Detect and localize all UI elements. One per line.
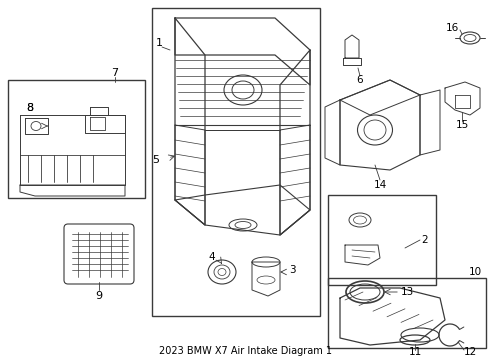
Text: 2023 BMW X7 Air Intake Diagram 1: 2023 BMW X7 Air Intake Diagram 1 [158, 346, 332, 356]
Text: 8: 8 [26, 103, 33, 113]
Text: 11: 11 [408, 347, 421, 357]
Text: 8: 8 [26, 103, 33, 113]
Text: 1: 1 [155, 38, 163, 48]
Text: 7: 7 [111, 68, 119, 78]
Text: 9: 9 [96, 291, 102, 301]
Bar [328, 278, 486, 348]
Bar [152, 8, 320, 316]
Text: 14: 14 [373, 180, 387, 190]
Text: 2: 2 [422, 235, 428, 245]
Text: 6: 6 [357, 75, 363, 85]
Text: 16: 16 [445, 23, 459, 33]
Text: 4: 4 [209, 252, 215, 262]
Text: 5: 5 [152, 155, 160, 165]
Text: 10: 10 [469, 267, 482, 277]
Bar [328, 195, 436, 285]
Text: 13: 13 [400, 287, 414, 297]
Text: 15: 15 [455, 120, 468, 130]
Bar [8, 80, 145, 198]
Text: 12: 12 [464, 347, 477, 357]
Text: 3: 3 [289, 265, 295, 275]
